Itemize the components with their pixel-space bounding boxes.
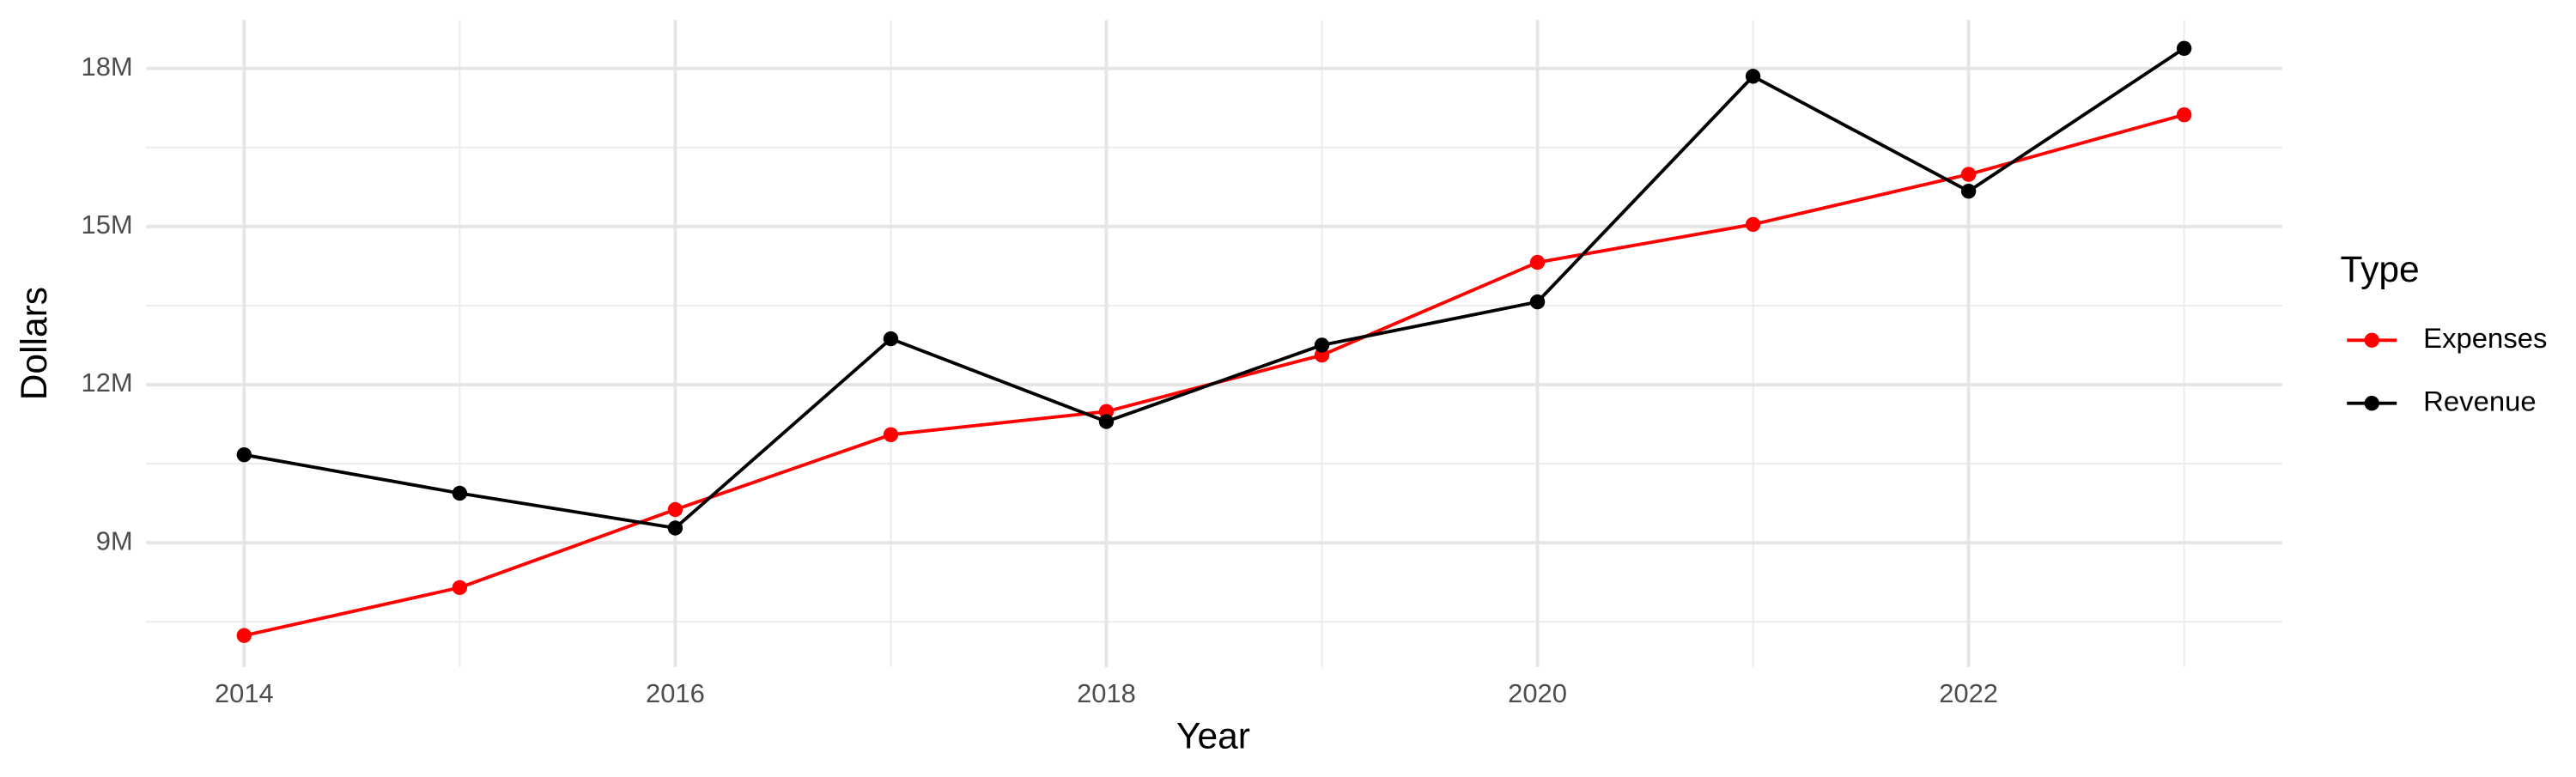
point bbox=[1960, 167, 1977, 182]
x-tick-label: 2020 bbox=[1508, 678, 1567, 708]
point bbox=[1098, 414, 1115, 429]
point bbox=[1745, 216, 1761, 233]
point bbox=[667, 520, 683, 536]
point bbox=[2176, 40, 2192, 57]
y-axis-title: Dollars bbox=[15, 287, 55, 400]
x-tick-label: 2016 bbox=[646, 678, 705, 708]
point bbox=[667, 501, 683, 518]
x-tick-label: 2018 bbox=[1077, 678, 1136, 708]
line bbox=[243, 46, 2185, 531]
point bbox=[236, 628, 252, 643]
legend-key-point bbox=[2364, 396, 2379, 411]
point bbox=[883, 331, 899, 347]
point bbox=[1314, 337, 1330, 353]
legend-label: Revenue bbox=[2423, 385, 2537, 416]
legend-key-point bbox=[2364, 332, 2379, 348]
point bbox=[1960, 184, 1977, 199]
point bbox=[452, 580, 468, 596]
point bbox=[2176, 106, 2192, 123]
point bbox=[452, 485, 468, 501]
point bbox=[1529, 294, 1546, 310]
x-axis-title: Year bbox=[1176, 716, 1250, 756]
point bbox=[236, 446, 252, 463]
point bbox=[1745, 69, 1761, 84]
point bbox=[883, 427, 899, 443]
y-tick-label: 18M bbox=[82, 52, 133, 82]
y-tick-label: 9M bbox=[96, 525, 133, 555]
x-tick-label: 2022 bbox=[1939, 678, 1998, 708]
y-tick-label: 15M bbox=[82, 209, 133, 240]
legend-title: Type bbox=[2341, 250, 2420, 290]
x-tick-label: 2014 bbox=[215, 678, 274, 708]
y-tick-label: 12M bbox=[82, 367, 133, 398]
legend-label: Expenses bbox=[2423, 322, 2547, 354]
point bbox=[1529, 254, 1546, 270]
